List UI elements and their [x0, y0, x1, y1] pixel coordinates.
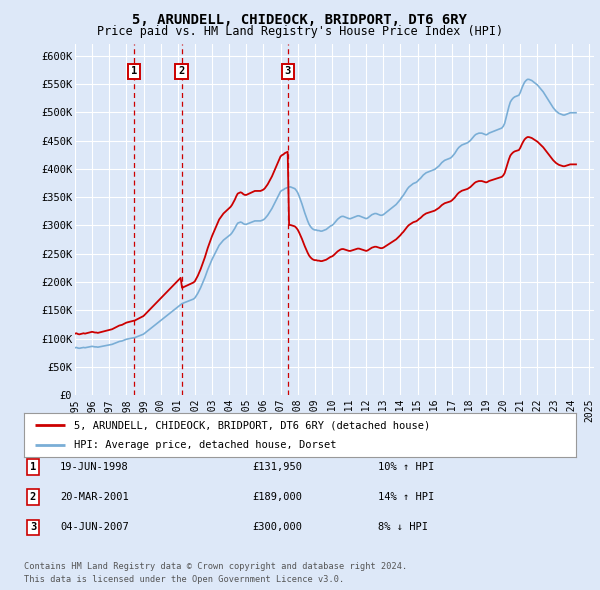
Text: 19-JUN-1998: 19-JUN-1998 [60, 463, 129, 472]
Text: £131,950: £131,950 [252, 463, 302, 472]
Text: 5, ARUNDELL, CHIDEOCK, BRIDPORT, DT6 6RY: 5, ARUNDELL, CHIDEOCK, BRIDPORT, DT6 6RY [133, 13, 467, 27]
Text: 1: 1 [30, 463, 36, 472]
Text: 1: 1 [131, 67, 137, 77]
Text: 14% ↑ HPI: 14% ↑ HPI [378, 493, 434, 502]
Text: 8% ↓ HPI: 8% ↓ HPI [378, 523, 428, 532]
Text: Contains HM Land Registry data © Crown copyright and database right 2024.: Contains HM Land Registry data © Crown c… [24, 562, 407, 571]
Text: 5, ARUNDELL, CHIDEOCK, BRIDPORT, DT6 6RY (detached house): 5, ARUNDELL, CHIDEOCK, BRIDPORT, DT6 6RY… [74, 421, 430, 430]
Text: HPI: Average price, detached house, Dorset: HPI: Average price, detached house, Dors… [74, 440, 336, 450]
Text: 2: 2 [30, 493, 36, 502]
Text: 2: 2 [178, 67, 185, 77]
Text: £300,000: £300,000 [252, 523, 302, 532]
Text: 3: 3 [284, 67, 291, 77]
Text: Price paid vs. HM Land Registry's House Price Index (HPI): Price paid vs. HM Land Registry's House … [97, 25, 503, 38]
Text: 04-JUN-2007: 04-JUN-2007 [60, 523, 129, 532]
Text: This data is licensed under the Open Government Licence v3.0.: This data is licensed under the Open Gov… [24, 575, 344, 584]
Text: 10% ↑ HPI: 10% ↑ HPI [378, 463, 434, 472]
Text: £189,000: £189,000 [252, 493, 302, 502]
Text: 20-MAR-2001: 20-MAR-2001 [60, 493, 129, 502]
Text: 3: 3 [30, 523, 36, 532]
